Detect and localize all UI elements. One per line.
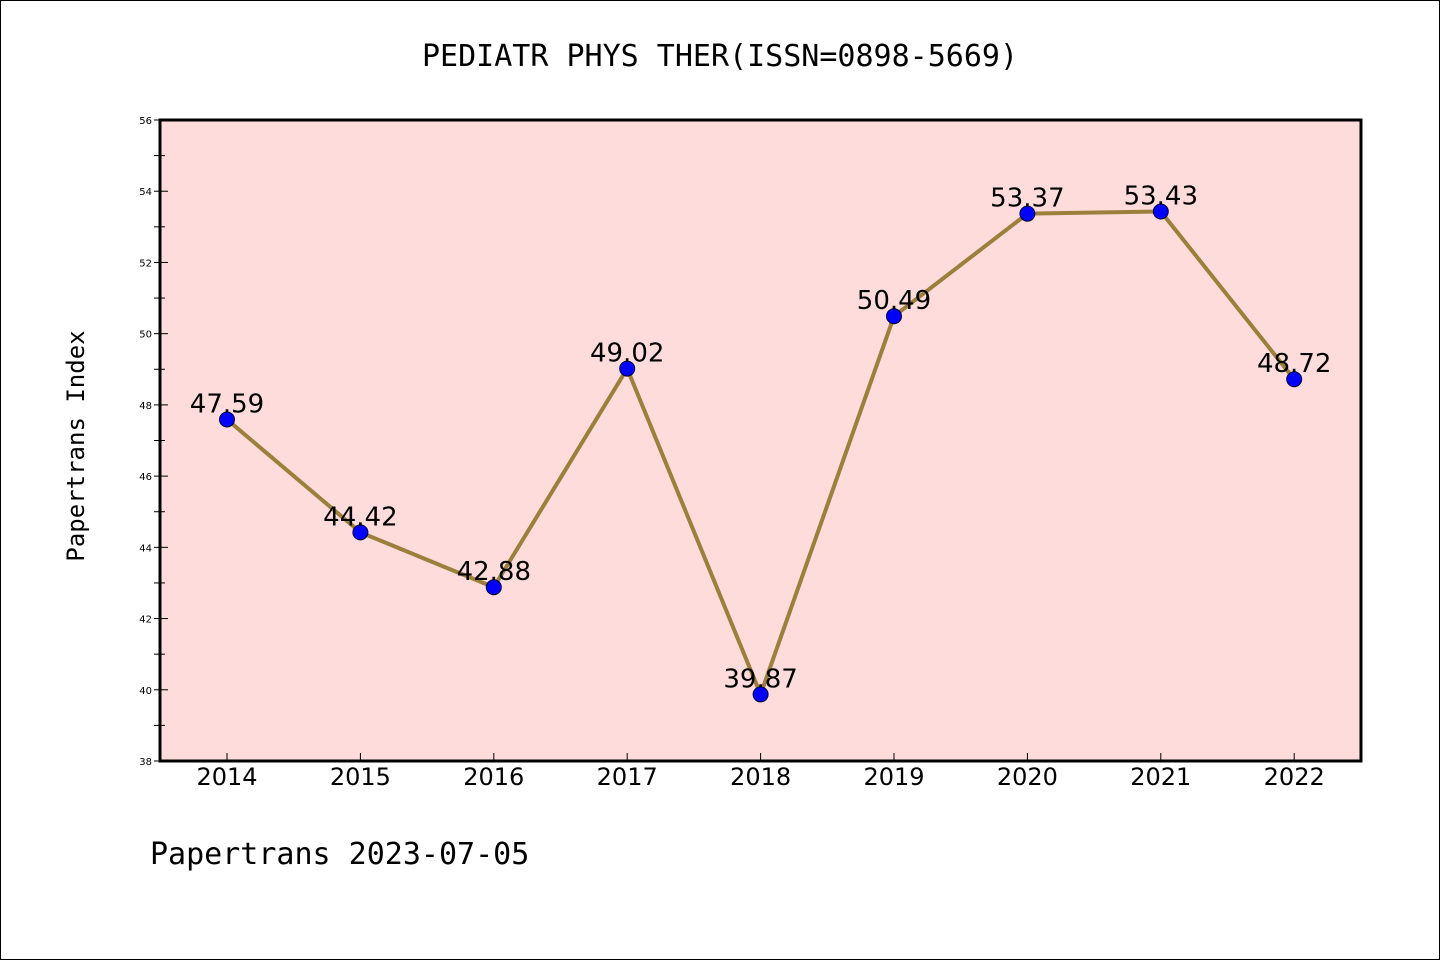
data-label: 49.02 xyxy=(590,339,664,369)
data-point-marker xyxy=(752,686,769,703)
data-label: 42.88 xyxy=(457,557,531,587)
data-labels: 47.59 44.42 42.88 49.02 39.87 50.49 53.37 53.43… xyxy=(190,182,1332,695)
data-markers xyxy=(219,203,1303,703)
chart-title: PEDIATR PHYS THER(ISSN=0898-5669) xyxy=(422,39,1018,74)
y-tick-label: 50 xyxy=(139,330,152,341)
y-tick-label: 44 xyxy=(139,543,152,554)
x-tick-label: 2020 xyxy=(997,763,1058,791)
data-label: 53.43 xyxy=(1124,182,1198,212)
footer-text: Papertrans 2023-07-05 xyxy=(150,837,529,872)
y-axis-label: Papertrans Index xyxy=(62,330,90,561)
x-tick-label: 2016 xyxy=(463,763,524,791)
y-axis-ticks: 38 40 42 44 46 48 50 52 54 56 xyxy=(139,116,168,768)
x-tick-label: 2018 xyxy=(730,763,791,791)
data-label: 39.87 xyxy=(723,664,797,694)
y-tick-label: 42 xyxy=(139,615,152,626)
data-point-marker xyxy=(219,411,235,428)
y-tick-label: 48 xyxy=(139,401,152,412)
x-tick-label: 2021 xyxy=(1130,763,1191,791)
x-tick-label: 2019 xyxy=(863,763,924,791)
y-tick-label: 46 xyxy=(139,472,152,483)
data-label: 47.59 xyxy=(190,389,264,419)
x-tick-label: 2014 xyxy=(196,763,257,791)
x-axis-ticks: 2014 2015 2016 2017 2018 2019 2020 2021 2022 xyxy=(196,753,1325,791)
data-point-marker xyxy=(1019,205,1036,222)
data-point-marker xyxy=(1286,371,1303,388)
data-point-marker xyxy=(886,308,902,325)
y-tick-label: 56 xyxy=(139,116,152,127)
plot-border xyxy=(158,118,1363,763)
data-label: 44.42 xyxy=(323,502,397,532)
y-tick-label: 52 xyxy=(139,258,152,269)
x-tick-label: 2015 xyxy=(330,763,391,791)
data-label: 53.37 xyxy=(990,184,1064,214)
y-tick-label: 54 xyxy=(139,187,152,198)
plot-area xyxy=(160,120,1361,761)
data-point-marker xyxy=(1152,203,1169,220)
x-tick-label: 2022 xyxy=(1264,763,1325,791)
y-tick-label: 40 xyxy=(139,686,152,697)
data-point-marker xyxy=(619,360,636,377)
x-tick-label: 2017 xyxy=(597,763,658,791)
data-point-marker xyxy=(485,579,502,596)
data-label: 48.72 xyxy=(1257,349,1331,379)
y-tick-label: 38 xyxy=(139,757,152,768)
data-point-marker xyxy=(352,524,369,541)
data-label: 50.49 xyxy=(857,286,931,316)
